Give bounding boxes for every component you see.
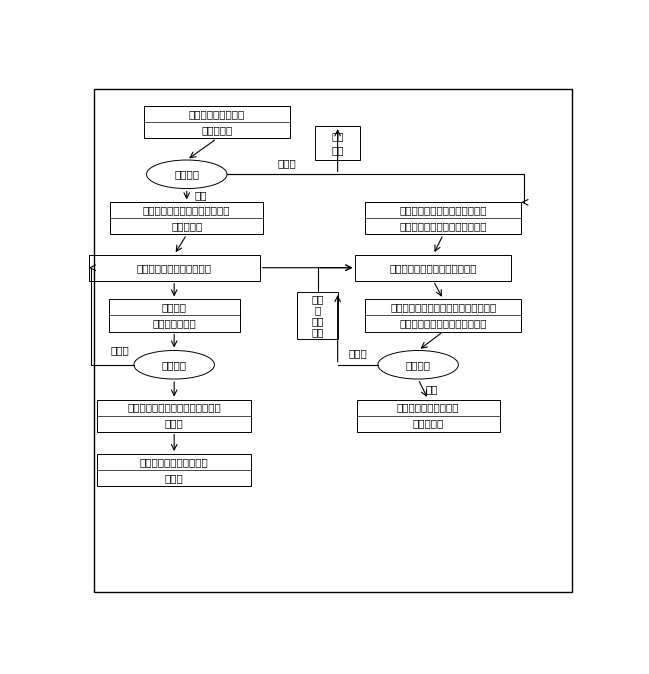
Bar xyxy=(365,202,521,235)
Text: 签发《中间交工证书》: 签发《中间交工证书》 xyxy=(397,402,459,412)
Text: 审核结果: 审核结果 xyxy=(174,169,199,179)
Text: 监理工程师: 监理工程师 xyxy=(201,125,232,135)
Text: 不同意: 不同意 xyxy=(278,158,297,168)
Bar xyxy=(144,106,290,138)
Text: 进行一次系统自检、汇总已完成: 进行一次系统自检、汇总已完成 xyxy=(400,206,487,216)
Bar xyxy=(109,299,239,332)
Bar xyxy=(355,255,511,280)
Text: 签订承包人工序交接单、自检记录: 签订承包人工序交接单、自检记录 xyxy=(127,402,221,412)
Text: 不合格: 不合格 xyxy=(110,345,129,355)
Text: 监理工程师: 监理工程师 xyxy=(413,419,444,429)
Text: 完善: 完善 xyxy=(332,146,344,156)
Text: 审核《中间交工证书》、对完工的分项: 审核《中间交工证书》、对完工的分项 xyxy=(390,303,496,313)
Bar xyxy=(89,255,260,280)
Text: 审核开工报告及附件: 审核开工报告及附件 xyxy=(189,109,245,119)
Bar xyxy=(297,292,337,339)
Text: 承包人: 承包人 xyxy=(165,473,184,483)
Text: 同意: 同意 xyxy=(194,191,207,200)
Text: 开工、自检合格填写施工日: 开工、自检合格填写施工日 xyxy=(137,263,212,273)
Text: 退工: 退工 xyxy=(312,294,324,304)
Text: 补充: 补充 xyxy=(332,131,344,141)
Bar xyxy=(110,202,263,235)
Text: 进行: 进行 xyxy=(312,316,324,326)
Text: 继续施工至分项工程完成: 继续施工至分项工程完成 xyxy=(140,457,208,467)
Text: 监理工程师: 监理工程师 xyxy=(171,222,202,231)
Text: 或: 或 xyxy=(314,305,321,315)
Text: 填写分项工程《检验申请批复》: 填写分项工程《检验申请批复》 xyxy=(389,263,477,273)
Bar xyxy=(97,454,251,486)
Bar xyxy=(365,299,521,332)
Text: 合格: 合格 xyxy=(426,384,438,394)
Text: 工序检查: 工序检查 xyxy=(162,303,187,313)
Text: 修补: 修补 xyxy=(312,327,324,337)
Ellipse shape xyxy=(134,350,214,379)
Bar xyxy=(315,126,360,160)
Bar xyxy=(97,400,251,432)
Text: 工程各道工序的检验、测量记录: 工程各道工序的检验、测量记录 xyxy=(400,222,487,231)
Text: 检查结果: 检查结果 xyxy=(162,360,187,370)
Ellipse shape xyxy=(378,350,458,379)
Text: 专业监理工程师: 专业监理工程师 xyxy=(153,319,196,328)
Text: 分项工程开工批复单、并报业主: 分项工程开工批复单、并报业主 xyxy=(143,206,230,216)
Text: 工程进行系统检查、验收和审核: 工程进行系统检查、验收和审核 xyxy=(400,319,487,328)
Text: 不合格: 不合格 xyxy=(349,348,367,358)
Text: 承包人: 承包人 xyxy=(165,419,184,429)
Bar xyxy=(356,400,500,432)
Ellipse shape xyxy=(147,160,227,189)
Text: 检查结果: 检查结果 xyxy=(406,360,431,370)
